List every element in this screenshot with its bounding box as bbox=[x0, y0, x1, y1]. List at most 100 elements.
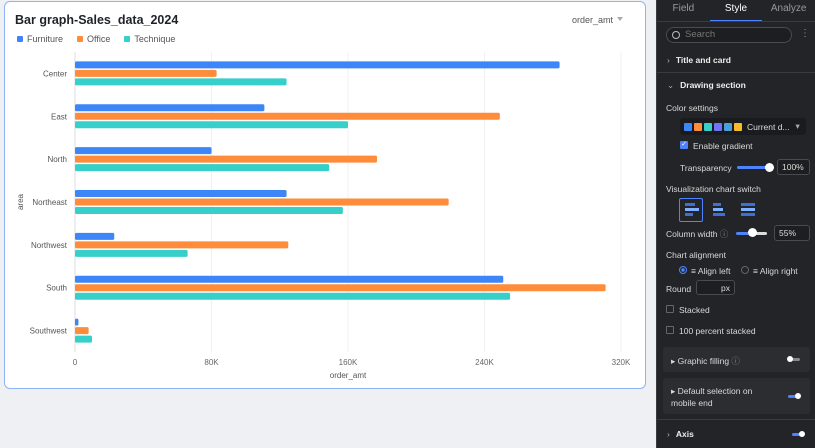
panel-tabs: Field Style Analyze bbox=[657, 0, 815, 22]
chevron-down-icon: ⌄ bbox=[667, 80, 675, 90]
bar-chart: 0 80K 160K 240K 320K order_amt area Center East N… bbox=[16, 52, 631, 380]
palette-swatch bbox=[694, 122, 702, 131]
bar-technique-north bbox=[75, 164, 330, 172]
section-drawing[interactable]: ⌄ Drawing section bbox=[667, 80, 746, 90]
graphic-filling-section[interactable]: ▸ Graphic filling ⓘ bbox=[663, 347, 810, 372]
y-tick-label: Northwest bbox=[31, 241, 68, 250]
palette-swatch bbox=[724, 122, 732, 131]
more-icon[interactable]: ⋮ bbox=[800, 28, 810, 39]
palette-swatch bbox=[734, 122, 742, 131]
palette-label: Current d... bbox=[747, 121, 790, 132]
default-selection-toggle[interactable] bbox=[788, 393, 801, 399]
y-tick-label: Southwest bbox=[30, 327, 68, 336]
bar-furniture-southwest bbox=[75, 318, 79, 326]
bar-furniture-east bbox=[75, 104, 265, 112]
align-left-radio[interactable] bbox=[679, 266, 687, 274]
column-width-label: Column width ⓘ bbox=[666, 229, 729, 239]
chart-type-bar-glyph bbox=[741, 208, 755, 211]
chart-type-bar-glyph bbox=[713, 203, 721, 206]
graphic-filling-toggle[interactable] bbox=[787, 356, 800, 362]
x-tick-label: 80K bbox=[204, 358, 219, 367]
info-icon: ⓘ bbox=[731, 356, 741, 366]
bar-office-center bbox=[75, 69, 217, 77]
x-tick-label: 160K bbox=[339, 358, 358, 367]
bar-technique-south bbox=[75, 292, 511, 300]
stacked-checkbox[interactable] bbox=[666, 305, 674, 313]
x-tick-label: 0 bbox=[73, 358, 78, 367]
palette-swatch bbox=[714, 122, 722, 131]
bar-office-northeast bbox=[75, 198, 449, 206]
chart-type-bar-glyph bbox=[685, 203, 695, 206]
palette-swatch bbox=[704, 122, 712, 131]
bar-furniture-south bbox=[75, 275, 504, 283]
align-right-radio[interactable] bbox=[741, 266, 749, 274]
legend-item-technique[interactable]: Technique bbox=[124, 34, 175, 44]
tab-style[interactable]: Style bbox=[709, 0, 763, 21]
chart-type-bar-glyph bbox=[713, 208, 723, 211]
default-selection-section[interactable]: ▸ Default selection on mobile end bbox=[663, 378, 810, 414]
align-left-option[interactable]: ≡ Align left bbox=[691, 266, 731, 276]
bar-technique-center bbox=[75, 78, 287, 86]
x-tick-label: 320K bbox=[612, 358, 631, 367]
round-label: Round bbox=[666, 284, 692, 294]
chart-type-bar-glyph bbox=[741, 213, 755, 216]
transparency-input[interactable]: 100% bbox=[777, 159, 810, 175]
y-tick-label: Northeast bbox=[32, 198, 67, 207]
bar-office-east bbox=[75, 112, 500, 120]
legend: Furniture Office Technique bbox=[17, 34, 175, 44]
bar-office-northwest bbox=[75, 241, 289, 249]
percent-stacked-label: 100 percent stacked bbox=[679, 326, 756, 336]
section-title-and-card[interactable]: › Title and card bbox=[667, 55, 731, 65]
column-width-input[interactable]: 55% bbox=[774, 225, 810, 241]
color-settings-label: Color settings bbox=[666, 103, 718, 113]
y-tick-label: North bbox=[47, 155, 67, 164]
tab-field[interactable]: Field bbox=[672, 3, 695, 14]
bar-technique-northwest bbox=[75, 249, 188, 257]
chart-type-bar-glyph bbox=[713, 213, 725, 216]
legend-item-furniture[interactable]: Furniture bbox=[17, 34, 63, 44]
column-width-handle[interactable] bbox=[748, 228, 757, 237]
enable-gradient-checkbox[interactable]: ✓ bbox=[680, 141, 688, 149]
chart-card: Bar graph-Sales_data_2024 order_amt Furn… bbox=[4, 1, 646, 389]
style-panel: Field Style Analyze Search ⋮ › Title and … bbox=[656, 0, 815, 448]
legend-item-office[interactable]: Office bbox=[77, 34, 110, 44]
chevron-down-icon: ▾ bbox=[795, 121, 800, 131]
info-icon: ⓘ bbox=[719, 229, 729, 239]
chart-type-bar-glyph bbox=[741, 203, 755, 206]
tab-analyze[interactable]: Analyze bbox=[770, 3, 807, 14]
chart-title: Bar graph-Sales_data_2024 bbox=[15, 13, 179, 27]
bar-office-southwest bbox=[75, 327, 89, 335]
transparency-slider[interactable] bbox=[737, 166, 770, 169]
y-tick-label: Center bbox=[43, 69, 67, 78]
bar-furniture-north bbox=[75, 147, 212, 155]
viz-switch-label: Visualization chart switch bbox=[666, 184, 761, 194]
bar-office-north bbox=[75, 155, 378, 163]
chevron-right-icon: › bbox=[667, 55, 670, 65]
palette-swatch bbox=[684, 122, 692, 131]
section-axis[interactable]: › Axis bbox=[667, 429, 694, 439]
transparency-handle[interactable] bbox=[765, 163, 774, 172]
search-input[interactable]: Search bbox=[666, 27, 792, 43]
x-tick-label: 240K bbox=[475, 358, 494, 367]
bar-furniture-center bbox=[75, 61, 560, 69]
chart-type-grouped-icon[interactable] bbox=[679, 198, 703, 222]
bar-furniture-northeast bbox=[75, 190, 287, 197]
bar-technique-northeast bbox=[75, 207, 343, 214]
percent-stacked-checkbox[interactable] bbox=[666, 326, 674, 334]
legend-label: Office bbox=[87, 34, 111, 44]
bar-technique-east bbox=[75, 121, 348, 129]
y-tick-label: South bbox=[46, 284, 67, 293]
chart-type-bar-glyph bbox=[685, 208, 699, 211]
legend-label: Furniture bbox=[27, 34, 64, 44]
palette-dropdown[interactable]: Current d... ▾ bbox=[680, 118, 806, 135]
y-tick-label: East bbox=[51, 112, 68, 121]
align-right-option[interactable]: ≡ Align right bbox=[753, 266, 798, 276]
chart-alignment-label: Chart alignment bbox=[666, 250, 727, 260]
bar-office-south bbox=[75, 284, 606, 292]
chart-type-bar-glyph bbox=[685, 213, 693, 216]
legend-label: Technique bbox=[134, 34, 176, 44]
round-input[interactable]: px bbox=[696, 280, 735, 295]
x-axis-label: order_amt bbox=[330, 371, 367, 380]
measure-dropdown[interactable]: order_amt bbox=[572, 15, 623, 25]
axis-toggle[interactable] bbox=[792, 431, 805, 437]
